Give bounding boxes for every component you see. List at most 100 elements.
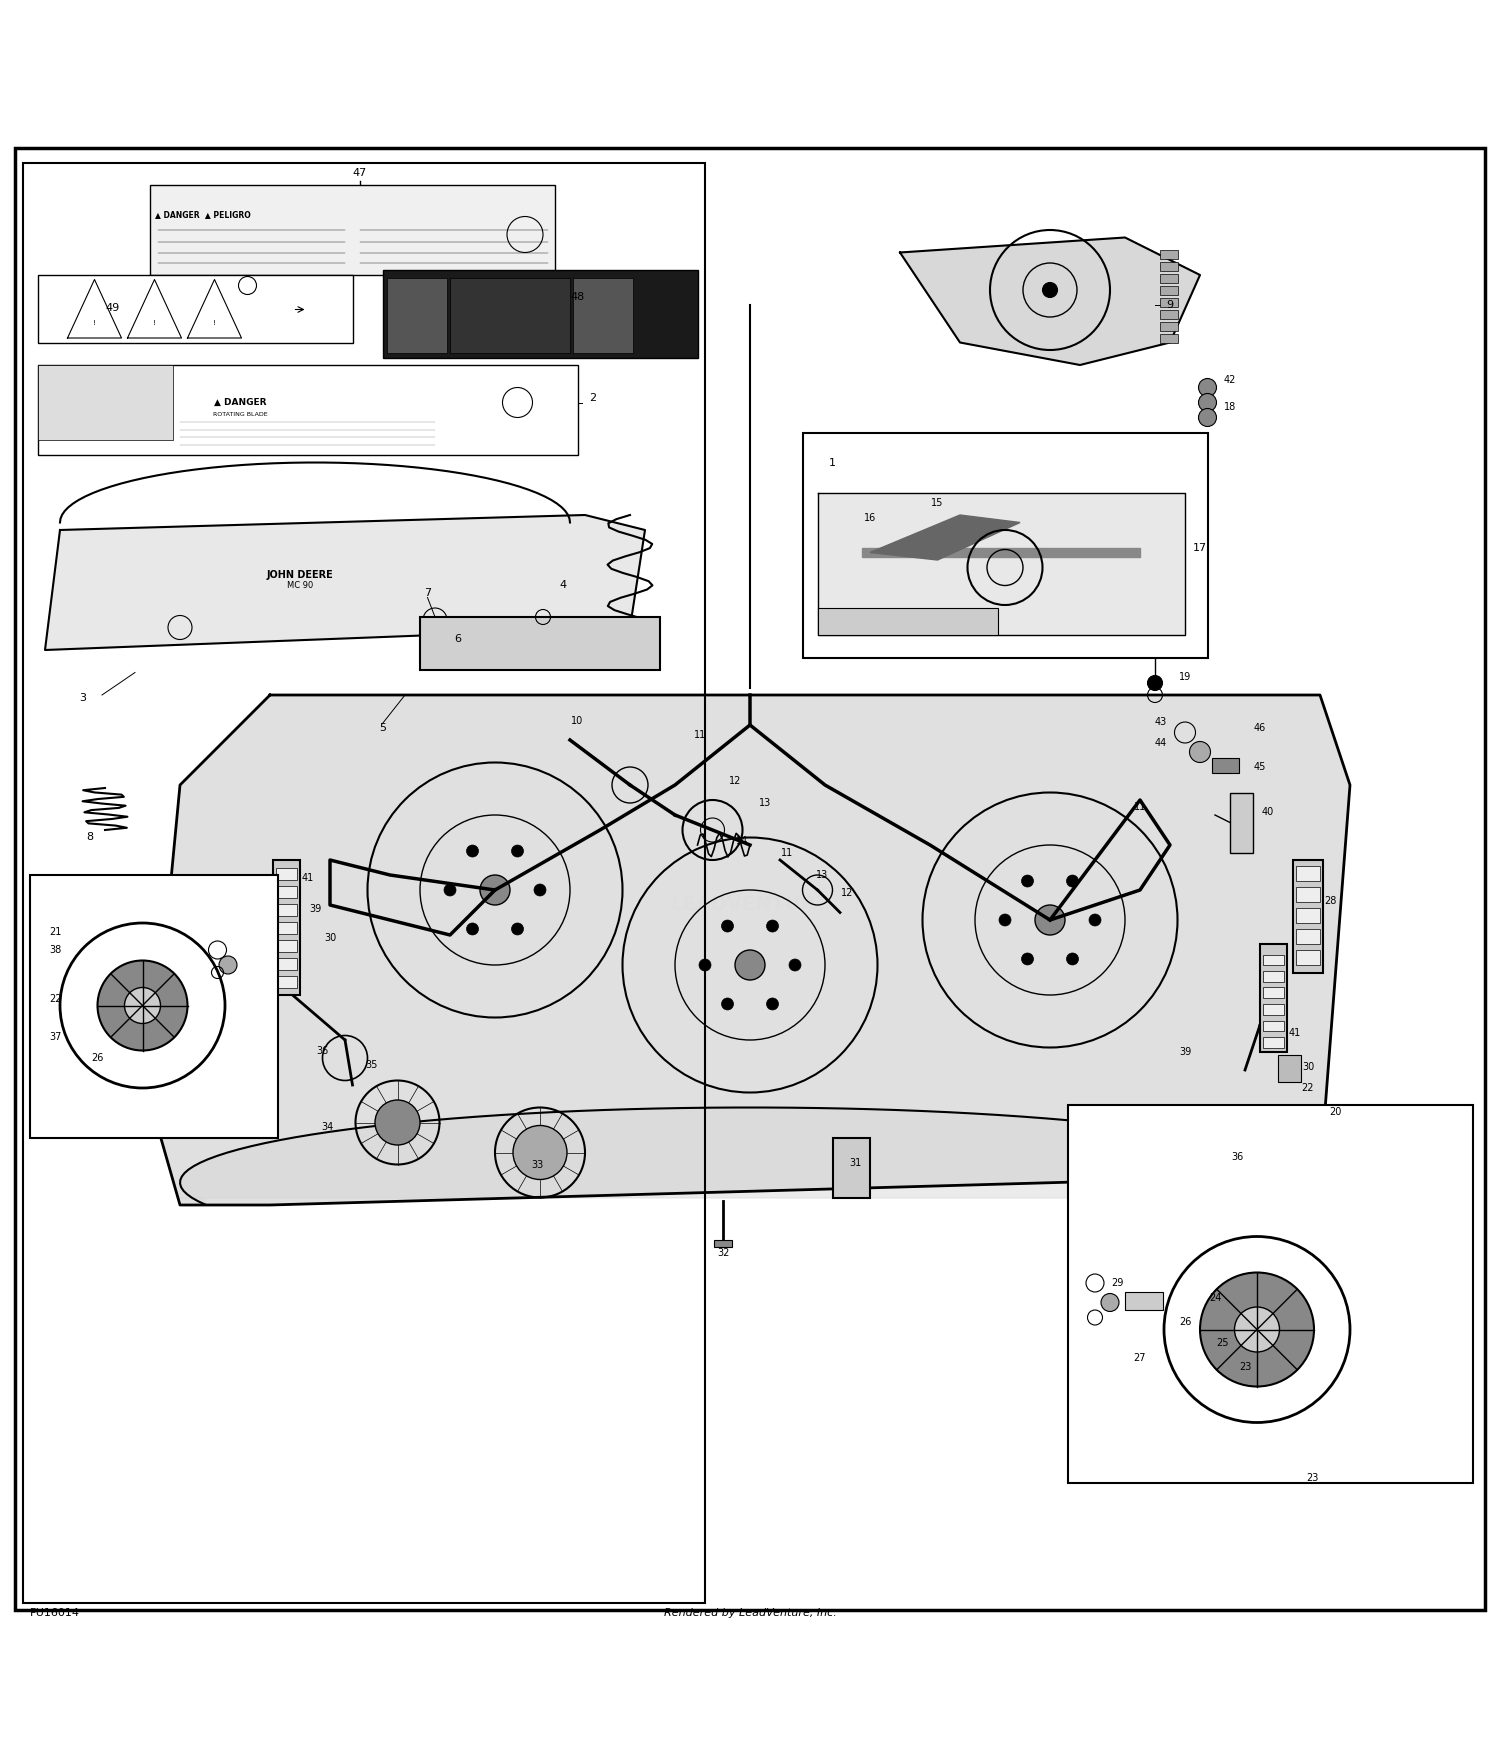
Bar [1230, 793, 1252, 852]
Text: 41: 41 [1288, 1027, 1300, 1038]
Polygon shape [150, 695, 1350, 1206]
Bar [1263, 1004, 1284, 1015]
Bar [30, 875, 278, 1138]
Circle shape [789, 959, 801, 971]
Text: 35: 35 [366, 1060, 378, 1071]
Text: 22: 22 [50, 994, 62, 1004]
Text: 5: 5 [380, 723, 386, 733]
Text: 49: 49 [105, 303, 120, 313]
Text: 36: 36 [1232, 1152, 1244, 1162]
Circle shape [766, 920, 778, 933]
Text: 24: 24 [1209, 1293, 1221, 1304]
Circle shape [512, 922, 524, 934]
Text: 34: 34 [321, 1122, 333, 1132]
Circle shape [1022, 954, 1034, 964]
Text: 11: 11 [694, 730, 706, 740]
Text: 1: 1 [830, 457, 836, 467]
Bar [1125, 1292, 1162, 1311]
Text: 23: 23 [1239, 1362, 1251, 1372]
Bar [38, 275, 352, 343]
Bar [1160, 322, 1178, 331]
Text: 10: 10 [572, 716, 584, 726]
Circle shape [1066, 954, 1078, 964]
Polygon shape [862, 548, 1140, 556]
Circle shape [1089, 914, 1101, 926]
Circle shape [466, 922, 478, 934]
Circle shape [1022, 875, 1034, 887]
Circle shape [1148, 676, 1162, 691]
Text: 26: 26 [92, 1054, 104, 1062]
Bar [1278, 1055, 1300, 1082]
Bar [818, 607, 998, 635]
Text: 11: 11 [782, 847, 794, 858]
Polygon shape [900, 238, 1200, 366]
Bar [276, 940, 297, 952]
Bar [276, 868, 297, 880]
Text: 17: 17 [1192, 542, 1208, 553]
Text: 38: 38 [50, 945, 62, 956]
Text: 46: 46 [1254, 723, 1266, 733]
Circle shape [1066, 875, 1078, 887]
Text: LEADVENTURE: LEADVENTURE [670, 896, 830, 915]
Bar [387, 278, 447, 354]
Circle shape [466, 845, 478, 858]
Text: 21: 21 [50, 928, 62, 936]
Text: !: ! [93, 320, 96, 326]
Circle shape [699, 959, 711, 971]
Bar [276, 957, 297, 970]
Text: JOHN DEERE: JOHN DEERE [267, 570, 333, 579]
Bar [1296, 887, 1320, 901]
Text: ROTATING BLADE: ROTATING BLADE [213, 411, 267, 416]
Bar [276, 975, 297, 987]
Bar [150, 186, 555, 275]
Text: 12: 12 [842, 887, 854, 898]
Circle shape [1198, 378, 1216, 397]
Circle shape [722, 920, 734, 933]
Bar [38, 366, 172, 439]
Bar [38, 366, 578, 455]
Text: 41: 41 [302, 873, 313, 884]
Bar [1296, 950, 1320, 964]
Bar [450, 278, 570, 354]
Circle shape [375, 1101, 420, 1144]
Bar [1263, 971, 1284, 982]
Polygon shape [818, 492, 1185, 635]
Text: 33: 33 [531, 1160, 543, 1169]
Bar [1293, 859, 1323, 973]
Circle shape [98, 961, 188, 1050]
Text: 20: 20 [1329, 1108, 1341, 1116]
Text: 32: 32 [717, 1248, 729, 1258]
Text: 25: 25 [1216, 1339, 1228, 1348]
Text: 3: 3 [80, 693, 86, 704]
Bar [276, 903, 297, 915]
Text: 26: 26 [1179, 1318, 1191, 1326]
Circle shape [124, 987, 160, 1024]
Text: 37: 37 [50, 1032, 62, 1041]
Text: 18: 18 [1224, 402, 1236, 411]
Text: Rendered by LeadVenture, Inc.: Rendered by LeadVenture, Inc. [663, 1608, 837, 1617]
Bar [1160, 250, 1178, 259]
Circle shape [766, 997, 778, 1010]
Bar [1296, 929, 1320, 943]
Bar [276, 922, 297, 933]
Text: 27: 27 [1134, 1353, 1146, 1363]
Text: 2: 2 [590, 394, 596, 402]
Circle shape [1101, 1293, 1119, 1311]
Text: 39: 39 [309, 905, 321, 915]
Text: 13: 13 [816, 870, 828, 880]
Text: 15: 15 [932, 499, 944, 507]
Circle shape [480, 875, 510, 905]
Bar [1160, 298, 1178, 306]
Text: 29: 29 [1112, 1278, 1124, 1288]
Text: 12: 12 [729, 775, 741, 786]
Bar [1263, 1020, 1284, 1031]
Text: PU16014: PU16014 [30, 1608, 80, 1617]
Circle shape [999, 914, 1011, 926]
Circle shape [1190, 742, 1210, 763]
Circle shape [1035, 905, 1065, 934]
Text: ▲ DANGER  ▲ PELIGRO: ▲ DANGER ▲ PELIGRO [154, 210, 251, 219]
Circle shape [1198, 408, 1216, 427]
Circle shape [513, 1125, 567, 1180]
Bar [1068, 1104, 1473, 1482]
Bar [833, 1138, 870, 1197]
